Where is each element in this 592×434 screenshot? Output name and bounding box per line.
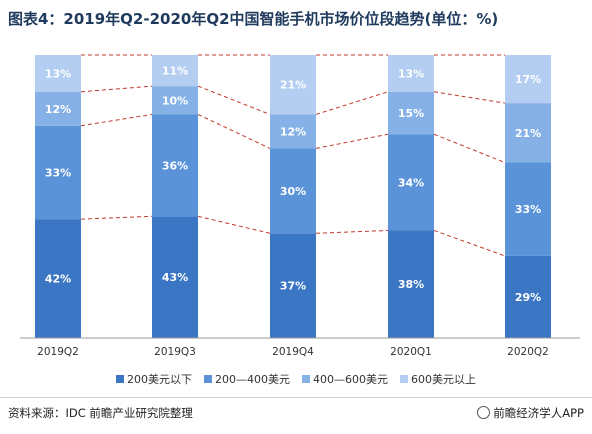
stacked-bar-chart: 42% 33% 12% 13% 43% 36% 10% 11% 37% 30% 12% 21% 38% 3… <box>20 54 580 358</box>
bar-segment <box>270 114 316 149</box>
legend-label: 200美元以下 <box>127 373 192 386</box>
x-tick-label: 2019Q4 <box>272 346 314 358</box>
brand-logo-icon <box>477 406 491 419</box>
bar-segment <box>35 91 81 126</box>
data-label: 15% <box>398 107 424 120</box>
bar-segment <box>505 162 551 256</box>
bar-segment <box>152 55 198 87</box>
data-label: 42% <box>45 273 71 286</box>
bar-segment <box>35 125 81 220</box>
connector-line <box>315 133 389 149</box>
x-tick-label: 2020Q2 <box>507 346 549 358</box>
data-label: 11% <box>162 65 188 78</box>
data-label: 21% <box>280 79 306 92</box>
connector-line <box>433 91 506 104</box>
data-labels: 42% 33% 12% 13% 43% 36% 10% 11% 37% 30% 12% 21% 38% 3… <box>45 65 541 304</box>
chart-title: 图表4：2019年Q2-2020年Q2中国智能手机市场价位段趋势(单位：%) <box>8 10 499 28</box>
bar-segment <box>388 230 434 338</box>
connector-line <box>197 113 271 149</box>
legend: 200美元以下 200—400美元 400—600美元 600美元以上 <box>0 371 592 387</box>
legend-label: 200—400美元 <box>215 373 290 386</box>
connector-line <box>80 113 153 127</box>
bar-segment <box>505 55 551 104</box>
data-label: 17% <box>515 73 541 86</box>
legend-swatch <box>302 375 310 383</box>
x-tick-label: 2020Q1 <box>390 346 432 358</box>
bars <box>35 55 551 338</box>
connector-line <box>315 91 389 115</box>
connector-line <box>433 133 506 164</box>
bar-segment <box>152 216 198 338</box>
data-label: 12% <box>45 103 71 116</box>
bar-segment <box>270 55 316 115</box>
data-label: 43% <box>162 271 188 284</box>
x-tick-labels: 2019Q2 2019Q3 2019Q4 2020Q1 2020Q2 <box>37 346 549 358</box>
legend-item: 200美元以下 <box>116 371 192 387</box>
data-label: 33% <box>45 166 71 179</box>
connector-line <box>197 215 271 234</box>
legend-label: 600美元以上 <box>411 373 476 386</box>
footer-divider <box>0 397 592 398</box>
data-label: 34% <box>398 176 424 189</box>
connector-line <box>80 215 153 220</box>
brand-mark: 前瞻经济学人APP <box>477 405 584 421</box>
data-label: 29% <box>515 291 541 304</box>
bar-segment <box>270 148 316 234</box>
data-label: 36% <box>162 159 188 172</box>
legend-item: 600美元以上 <box>400 371 476 387</box>
bar-segment <box>152 86 198 115</box>
data-label: 21% <box>515 127 541 140</box>
x-tick-label: 2019Q3 <box>154 346 196 358</box>
bar-segment <box>388 134 434 231</box>
bar-segment <box>270 233 316 338</box>
data-label: 30% <box>280 185 306 198</box>
connector-line <box>433 229 506 257</box>
data-label: 13% <box>45 67 71 80</box>
data-label: 33% <box>515 203 541 216</box>
data-label: 37% <box>280 280 306 293</box>
data-label: 12% <box>280 125 306 138</box>
bar-segment <box>35 219 81 338</box>
source-note: 资料来源：IDC 前瞻产业研究院整理 <box>8 406 193 420</box>
x-tick-label: 2019Q2 <box>37 346 79 358</box>
data-label: 38% <box>398 278 424 291</box>
bar-segment <box>505 103 551 163</box>
connector-line <box>80 85 153 93</box>
data-label: 13% <box>398 67 424 80</box>
bar-segment <box>152 114 198 217</box>
legend-item: 400—600美元 <box>302 371 388 387</box>
bar-segment <box>505 255 551 338</box>
brand-name: 前瞻经济学人APP <box>493 406 584 420</box>
legend-label: 400—600美元 <box>313 373 388 386</box>
bar-segment <box>388 55 434 92</box>
connector-lines <box>80 54 506 257</box>
connector-line <box>197 85 271 115</box>
bar-segment <box>35 55 81 92</box>
bar-segment <box>388 91 434 135</box>
legend-swatch <box>116 375 124 383</box>
legend-item: 200—400美元 <box>204 371 290 387</box>
legend-swatch <box>204 375 212 383</box>
legend-swatch <box>400 375 408 383</box>
data-label: 10% <box>162 94 188 107</box>
connector-line <box>315 229 389 234</box>
